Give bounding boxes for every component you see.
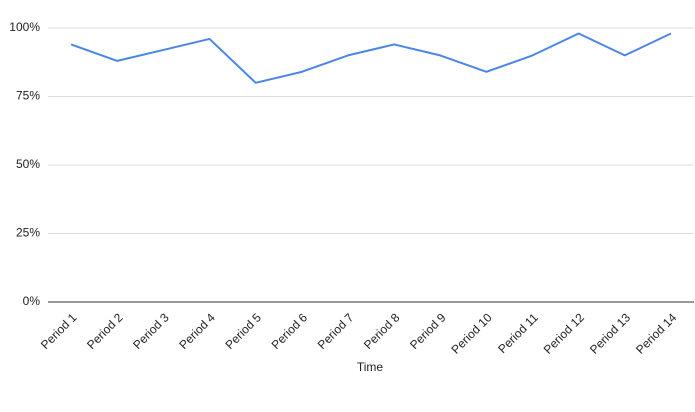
x-tick-label: Period 12 [541,310,587,356]
x-tick-label: Period 10 [448,310,494,356]
x-tick-label: Period 2 [84,310,126,352]
x-tick-label: Period 13 [587,310,633,356]
x-tick-label: Period 4 [176,310,218,352]
x-axis-label: Time [357,360,384,374]
x-tick-label: Period 6 [269,310,311,352]
y-tick-label: 100% [9,20,40,34]
y-tick-label: 50% [16,157,40,171]
x-tick-label: Period 14 [633,310,679,356]
x-tick-label: Period 3 [130,310,172,352]
x-tick-label: Period 9 [407,310,449,352]
x-tick-label: Period 5 [222,310,264,352]
y-tick-label: 25% [16,226,40,240]
x-tick-label: Period 7 [315,310,357,352]
x-tick-label: Period 8 [361,310,403,352]
line-series [70,32,672,84]
y-tick-label: 0% [23,294,41,308]
x-tick-label: Period 1 [38,310,80,352]
y-tick-label: 75% [16,89,40,103]
x-tick-label: Period 11 [495,310,541,356]
